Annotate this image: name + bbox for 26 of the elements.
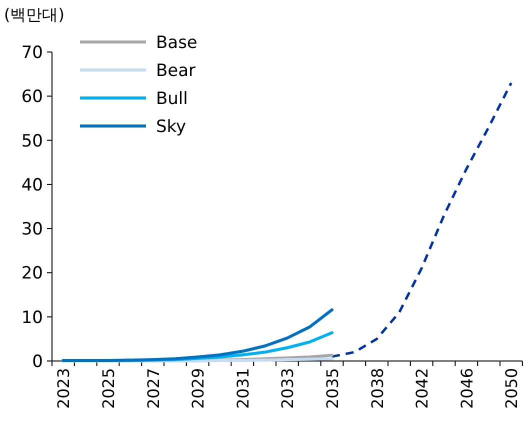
- x-tick-label: 2038: [368, 368, 387, 409]
- x-tick-label: 2023: [54, 368, 74, 409]
- x-tick-label: 2033: [278, 368, 298, 409]
- y-tick-label: 50: [21, 131, 43, 152]
- y-tick-label: 20: [21, 264, 43, 284]
- x-tick-label: 2027: [144, 368, 163, 409]
- x-tick-label: 2046: [457, 368, 476, 409]
- line-series: [330, 82, 512, 358]
- x-tick-label: 2035: [323, 368, 342, 409]
- y-tick-label: 0: [32, 352, 43, 372]
- y-axis-title: (백만대): [4, 5, 64, 24]
- line-series: [62, 308, 334, 362]
- legend-label: Bear: [156, 61, 196, 81]
- x-tick-label: 2025: [99, 368, 118, 409]
- x-tick-label: 2029: [188, 368, 208, 409]
- x-tick-label: 2050: [502, 368, 522, 409]
- legend-label: Base: [156, 33, 198, 53]
- y-tick-label: 70: [21, 43, 43, 63]
- y-tick-label: 10: [21, 308, 43, 328]
- x-tick-label: 2031: [233, 368, 252, 409]
- y-tick-label: 30: [21, 220, 43, 240]
- y-tick-label: 40: [21, 175, 43, 196]
- legend-label: Sky: [156, 117, 186, 137]
- x-tick-label: 2042: [412, 368, 432, 409]
- legend-label: Bull: [156, 89, 188, 109]
- y-tick-label: 60: [21, 87, 43, 108]
